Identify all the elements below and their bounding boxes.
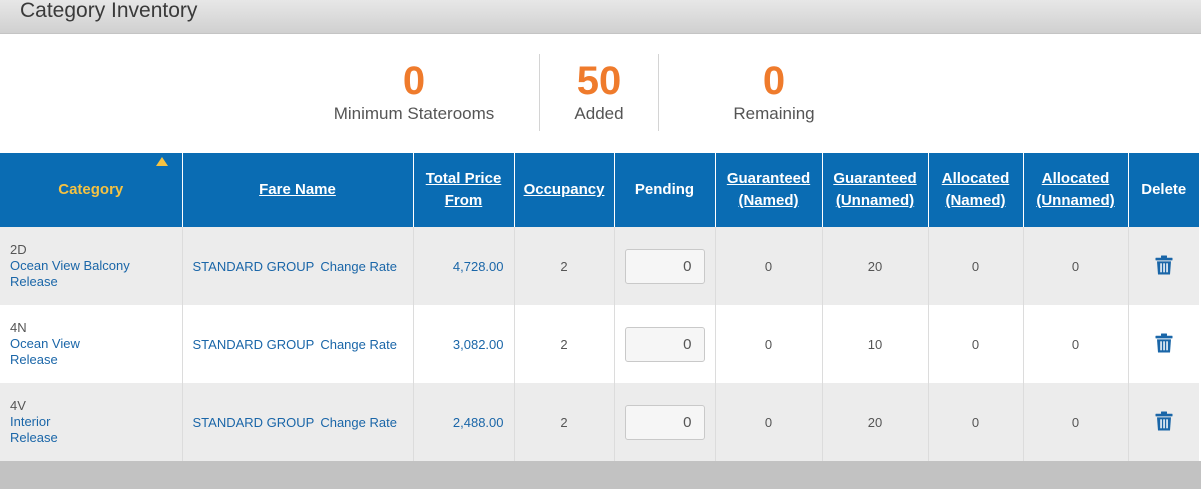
column-header-label: Guaranteed	[726, 170, 811, 187]
release-link[interactable]: Release	[10, 274, 58, 289]
fare-name-cell: STANDARD GROUP Change Rate	[182, 305, 414, 383]
allocated-unnamed-value: 0	[1023, 227, 1129, 305]
column-header-label: Delete	[1141, 181, 1187, 198]
category-name-link[interactable]: Interior	[10, 414, 51, 429]
category-cell: 2D Ocean View Balcony Release	[0, 227, 183, 305]
pending-input[interactable]	[624, 248, 705, 284]
total-price-link[interactable]: 2,488.00	[413, 383, 515, 461]
column-header-allocated-named[interactable]: Allocated (Named)	[928, 153, 1024, 227]
page-title: Category Inventory	[20, 0, 198, 22]
guaranteed-unnamed-value: 10	[822, 305, 929, 383]
column-header-label: (Unnamed)	[1036, 192, 1115, 209]
allocated-unnamed-value: 0	[1023, 305, 1129, 383]
column-header-guaranteed-named[interactable]: Guaranteed (Named)	[715, 153, 823, 227]
column-header-occupancy[interactable]: Occupancy	[514, 153, 615, 227]
column-header-pending: Pending	[614, 153, 716, 227]
trash-icon[interactable]	[1155, 255, 1173, 275]
change-rate-link[interactable]: Change Rate	[320, 336, 397, 352]
pending-input[interactable]	[624, 404, 705, 440]
column-header-guaranteed-unnamed[interactable]: Guaranteed (Unnamed)	[822, 153, 929, 227]
column-header-label: From	[444, 192, 483, 209]
column-header-label: Occupancy	[523, 181, 605, 198]
allocated-named-value: 0	[928, 383, 1024, 461]
release-link[interactable]: Release	[10, 430, 58, 445]
category-name-link[interactable]: Ocean View Balcony	[10, 258, 130, 273]
column-header-label: Pending	[634, 181, 695, 198]
pending-cell	[614, 227, 716, 305]
delete-cell	[1128, 227, 1199, 305]
category-code: 4V	[10, 398, 26, 413]
pending-input[interactable]	[624, 326, 705, 362]
occupancy-value: 2	[514, 383, 615, 461]
category-code: 4N	[10, 320, 27, 335]
stat-value: 50	[576, 59, 622, 103]
change-rate-link[interactable]: Change Rate	[320, 258, 397, 274]
total-price-link[interactable]: 3,082.00	[413, 305, 515, 383]
column-header-label: Total Price	[425, 170, 502, 187]
delete-cell	[1128, 305, 1199, 383]
column-header-category[interactable]: Category	[0, 153, 183, 227]
column-header-label: Allocated	[1041, 170, 1110, 187]
sort-ascending-icon	[156, 157, 168, 166]
occupancy-value: 2	[514, 305, 615, 383]
trash-icon[interactable]	[1155, 411, 1173, 431]
pending-cell	[614, 383, 716, 461]
guaranteed-named-value: 0	[715, 383, 823, 461]
stat-value: 0	[762, 59, 786, 103]
guaranteed-named-value: 0	[715, 305, 823, 383]
table-header-row: Category Fare Name Total Price From Occu…	[0, 153, 1199, 227]
stat-added: 50 Added	[540, 34, 658, 124]
column-header-label: Guaranteed	[833, 170, 917, 187]
category-inventory-table: Category Fare Name Total Price From Occu…	[0, 153, 1199, 461]
column-header-label: Allocated	[941, 170, 1010, 187]
column-header-fare-name[interactable]: Fare Name	[182, 153, 414, 227]
category-name-link[interactable]: Ocean View	[10, 336, 80, 351]
stat-divider	[658, 54, 659, 131]
table-row: 4N Ocean View Release STANDARD GROUP Chan…	[0, 305, 1199, 383]
fare-name-link[interactable]: STANDARD GROUP	[192, 258, 315, 274]
stat-label: Minimum Staterooms	[333, 104, 495, 123]
footer-bar	[0, 461, 1201, 489]
guaranteed-unnamed-value: 20	[822, 383, 929, 461]
allocated-named-value: 0	[928, 227, 1024, 305]
category-code: 2D	[10, 242, 27, 257]
fare-name-cell: STANDARD GROUP Change Rate	[182, 383, 414, 461]
fare-name-link[interactable]: STANDARD GROUP	[192, 414, 315, 430]
release-link[interactable]: Release	[10, 352, 58, 367]
pending-cell	[614, 305, 716, 383]
guaranteed-unnamed-value: 20	[822, 227, 929, 305]
delete-cell	[1128, 383, 1199, 461]
category-cell: 4N Ocean View Release	[0, 305, 183, 383]
column-header-allocated-unnamed[interactable]: Allocated (Unnamed)	[1023, 153, 1129, 227]
allocated-unnamed-value: 0	[1023, 383, 1129, 461]
category-cell: 4V Interior Release	[0, 383, 183, 461]
table-row: 4V Interior Release STANDARD GROUP Change…	[0, 383, 1199, 461]
table-row: 2D Ocean View Balcony Release STANDARD G…	[0, 227, 1199, 305]
inventory-summary: 0 Minimum Staterooms 50 Added 0 Remainin…	[0, 34, 1201, 153]
fare-name-cell: STANDARD GROUP Change Rate	[182, 227, 414, 305]
column-header-delete: Delete	[1128, 153, 1199, 227]
column-header-label: (Named)	[738, 192, 799, 209]
fare-name-link[interactable]: STANDARD GROUP	[192, 336, 315, 352]
occupancy-value: 2	[514, 227, 615, 305]
stat-minimum-staterooms: 0 Minimum Staterooms	[314, 34, 514, 124]
stat-label: Added	[574, 104, 624, 123]
allocated-named-value: 0	[928, 305, 1024, 383]
stat-label: Remaining	[733, 104, 815, 123]
stat-value: 0	[402, 59, 426, 103]
total-price-link[interactable]: 4,728.00	[413, 227, 515, 305]
column-header-total-price-from[interactable]: Total Price From	[413, 153, 515, 227]
column-header-label: Fare Name	[259, 181, 336, 198]
trash-icon[interactable]	[1155, 333, 1173, 353]
column-header-label: Category	[58, 181, 124, 198]
stat-divider	[539, 54, 540, 131]
guaranteed-named-value: 0	[715, 227, 823, 305]
column-header-label: (Named)	[945, 192, 1006, 209]
title-bar: Category Inventory	[0, 0, 1201, 34]
stat-remaining: 0 Remaining	[694, 34, 854, 124]
change-rate-link[interactable]: Change Rate	[320, 414, 397, 430]
column-header-label: (Unnamed)	[835, 192, 915, 209]
